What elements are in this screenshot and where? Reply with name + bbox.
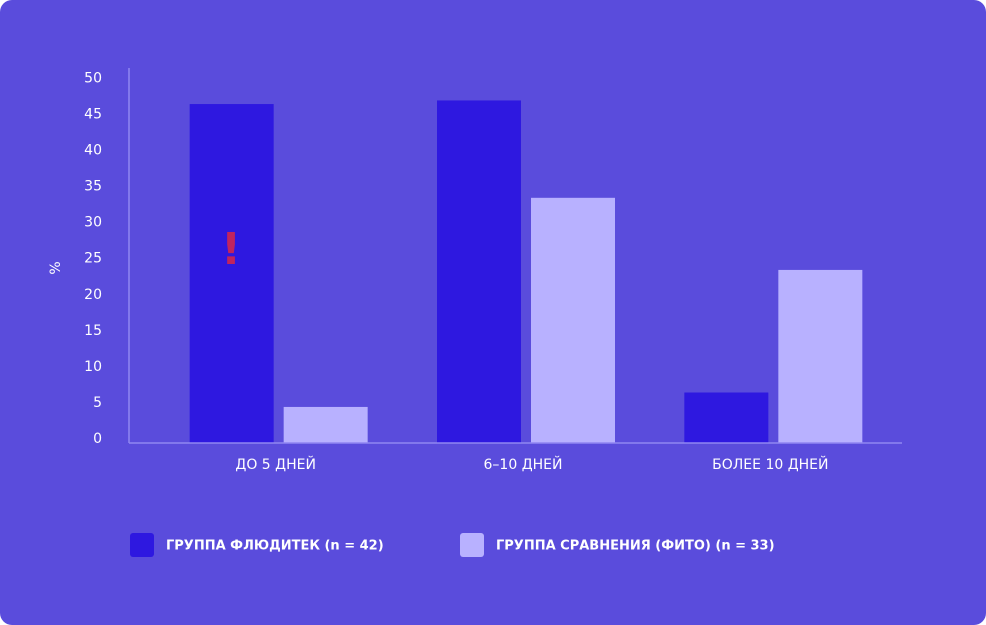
y-tick-label: 10 (84, 359, 102, 375)
y-tick-label: 25 (84, 251, 102, 267)
bar (437, 100, 521, 444)
bar (189, 104, 274, 444)
legend-swatch (460, 533, 484, 557)
x-tick-label: ДО 5 ДНЕЙ (235, 455, 316, 473)
annotation: ! (221, 224, 241, 275)
y-tick-label: 0 (93, 431, 102, 447)
y-tick-label: 35 (84, 179, 102, 195)
bar (778, 269, 863, 443)
y-tick-label: 50 (84, 70, 102, 86)
y-tick-label: 30 (84, 215, 102, 231)
bar (283, 406, 368, 443)
y-tick-label: 45 (84, 106, 102, 122)
legend-swatch (130, 533, 154, 557)
x-tick-label: БОЛЕЕ 10 ДНЕЙ (712, 455, 828, 473)
y-tick-label: 40 (84, 143, 102, 159)
y-axis-label: % (48, 261, 64, 274)
y-tick-label: 5 (93, 395, 102, 411)
y-tick-label: 20 (84, 287, 102, 303)
bar (684, 392, 769, 443)
legend-label: ГРУППА СРАВНЕНИЯ (ФИТО) (n = 33) (496, 539, 775, 554)
x-tick-label: 6–10 ДНЕЙ (484, 455, 563, 473)
bar (531, 197, 615, 443)
y-tick-label: 15 (84, 323, 102, 339)
legend-label: ГРУППА ФЛЮДИТЕК (n = 42) (166, 539, 384, 554)
